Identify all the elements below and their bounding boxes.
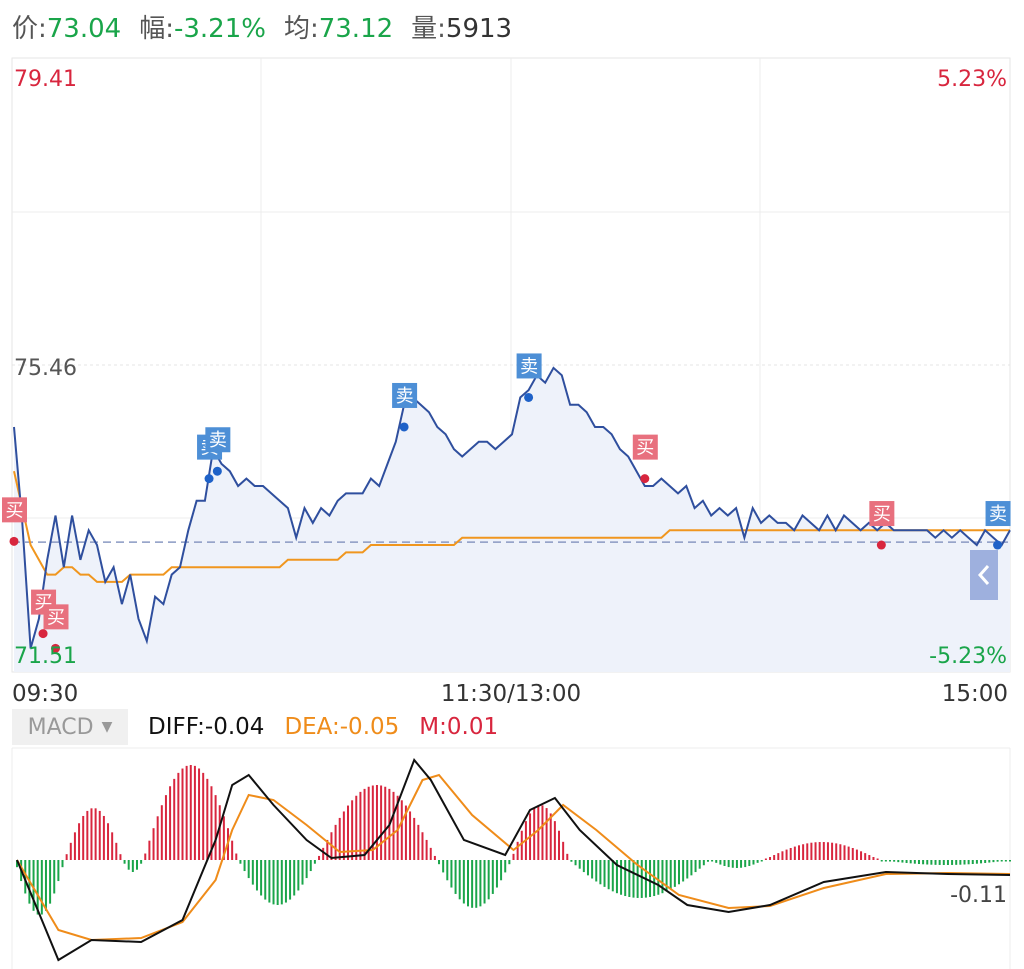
price-area-fill <box>14 367 1010 672</box>
avg-label: 均: <box>283 13 319 44</box>
marker-dot-sell <box>524 392 534 402</box>
y-tick-label-top: 79.41 <box>14 67 77 92</box>
marker-label-buy: 买 <box>636 438 654 459</box>
marker-tag-sell <box>516 353 542 379</box>
volume-label: 量: <box>411 13 446 44</box>
x-tick-label-open: 09:30 <box>12 681 78 707</box>
marker-label-sell: 卖 <box>396 386 414 407</box>
diff-value: DIFF:-0.04 <box>148 714 265 740</box>
x-tick-label-close: 15:00 <box>942 681 1008 707</box>
marker-dot-sell <box>993 540 1003 550</box>
m-value: M:0.01 <box>419 714 499 740</box>
collapse-handle[interactable] <box>970 550 998 600</box>
indicator-selector-label: MACD <box>27 714 94 740</box>
pct-tick-label-bottom: -5.23% <box>929 644 1007 669</box>
price-item: 价:73.04 <box>12 8 121 45</box>
marker-dot-sell <box>212 466 222 476</box>
marker-tag-buy <box>2 497 27 523</box>
marker-dot-buy <box>9 536 19 546</box>
dropdown-arrow-icon: ▼ <box>101 719 113 735</box>
quote-header: 价:73.04 幅:-3.21% 均:73.12 量:5913 <box>12 6 530 46</box>
y-tick-label-middle: 75.46 <box>14 356 77 381</box>
price-label: 价: <box>12 13 47 44</box>
marker-tag-buy <box>869 501 895 527</box>
change-item: 幅:-3.21% <box>139 8 266 45</box>
marker-dot-buy <box>876 540 886 550</box>
y-tick-label-bottom: 71.51 <box>14 644 77 669</box>
indicator-bar: MACD ▼ DIFF:-0.04 DEA:-0.05 M:0.01 <box>0 708 1024 746</box>
marker-label-sell: 卖 <box>989 504 1007 525</box>
marker-dot-sell <box>204 474 214 484</box>
chevron-left-icon[interactable] <box>977 565 990 585</box>
collapse-handle-bg[interactable] <box>970 550 998 600</box>
diff-line <box>16 758 1011 962</box>
marker-tag-buy <box>632 434 658 460</box>
avg-value: 73.12 <box>318 13 394 44</box>
intraday-price-chart[interactable]: 买买买卖卖卖卖买买卖 79.41 75.46 71.51 5.23% -5.23… <box>0 0 1024 708</box>
marker-label-buy: 买 <box>6 500 24 521</box>
marker-label-sell: 卖 <box>520 356 538 377</box>
change-value: -3.21% <box>173 13 266 44</box>
trade-markers: 买买买卖卖卖卖买买卖 <box>2 353 1011 653</box>
macd-y-tick-label: -0.11 <box>950 883 1007 908</box>
marker-tag-sell <box>205 427 231 453</box>
marker-tag-buy <box>43 604 69 630</box>
dea-value: DEA:-0.05 <box>284 714 400 740</box>
pct-tick-label-top: 5.23% <box>937 67 1007 92</box>
marker-dot-sell <box>399 422 409 432</box>
volume-value: 5913 <box>445 13 513 44</box>
dea-line <box>16 773 1011 942</box>
macd-histogram <box>16 765 1011 915</box>
marker-label-buy: 买 <box>47 607 65 628</box>
marker-tag-sell <box>985 501 1011 527</box>
marker-dot-buy <box>38 629 48 639</box>
price-line <box>13 366 1011 649</box>
marker-dot-buy <box>51 643 60 653</box>
avg-item: 均:73.12 <box>284 8 393 45</box>
marker-tag-sell <box>392 382 418 408</box>
price-value: 73.04 <box>46 13 122 44</box>
indicator-selector[interactable]: MACD ▼ <box>12 709 128 745</box>
marker-label-buy: 买 <box>873 504 891 525</box>
volume-item: 量:5913 <box>411 8 512 45</box>
marker-dot-buy <box>640 474 650 484</box>
marker-label-sell: 卖 <box>209 430 227 451</box>
change-label: 幅: <box>139 13 174 44</box>
x-tick-label-midday: 11:30/13:00 <box>441 681 581 707</box>
